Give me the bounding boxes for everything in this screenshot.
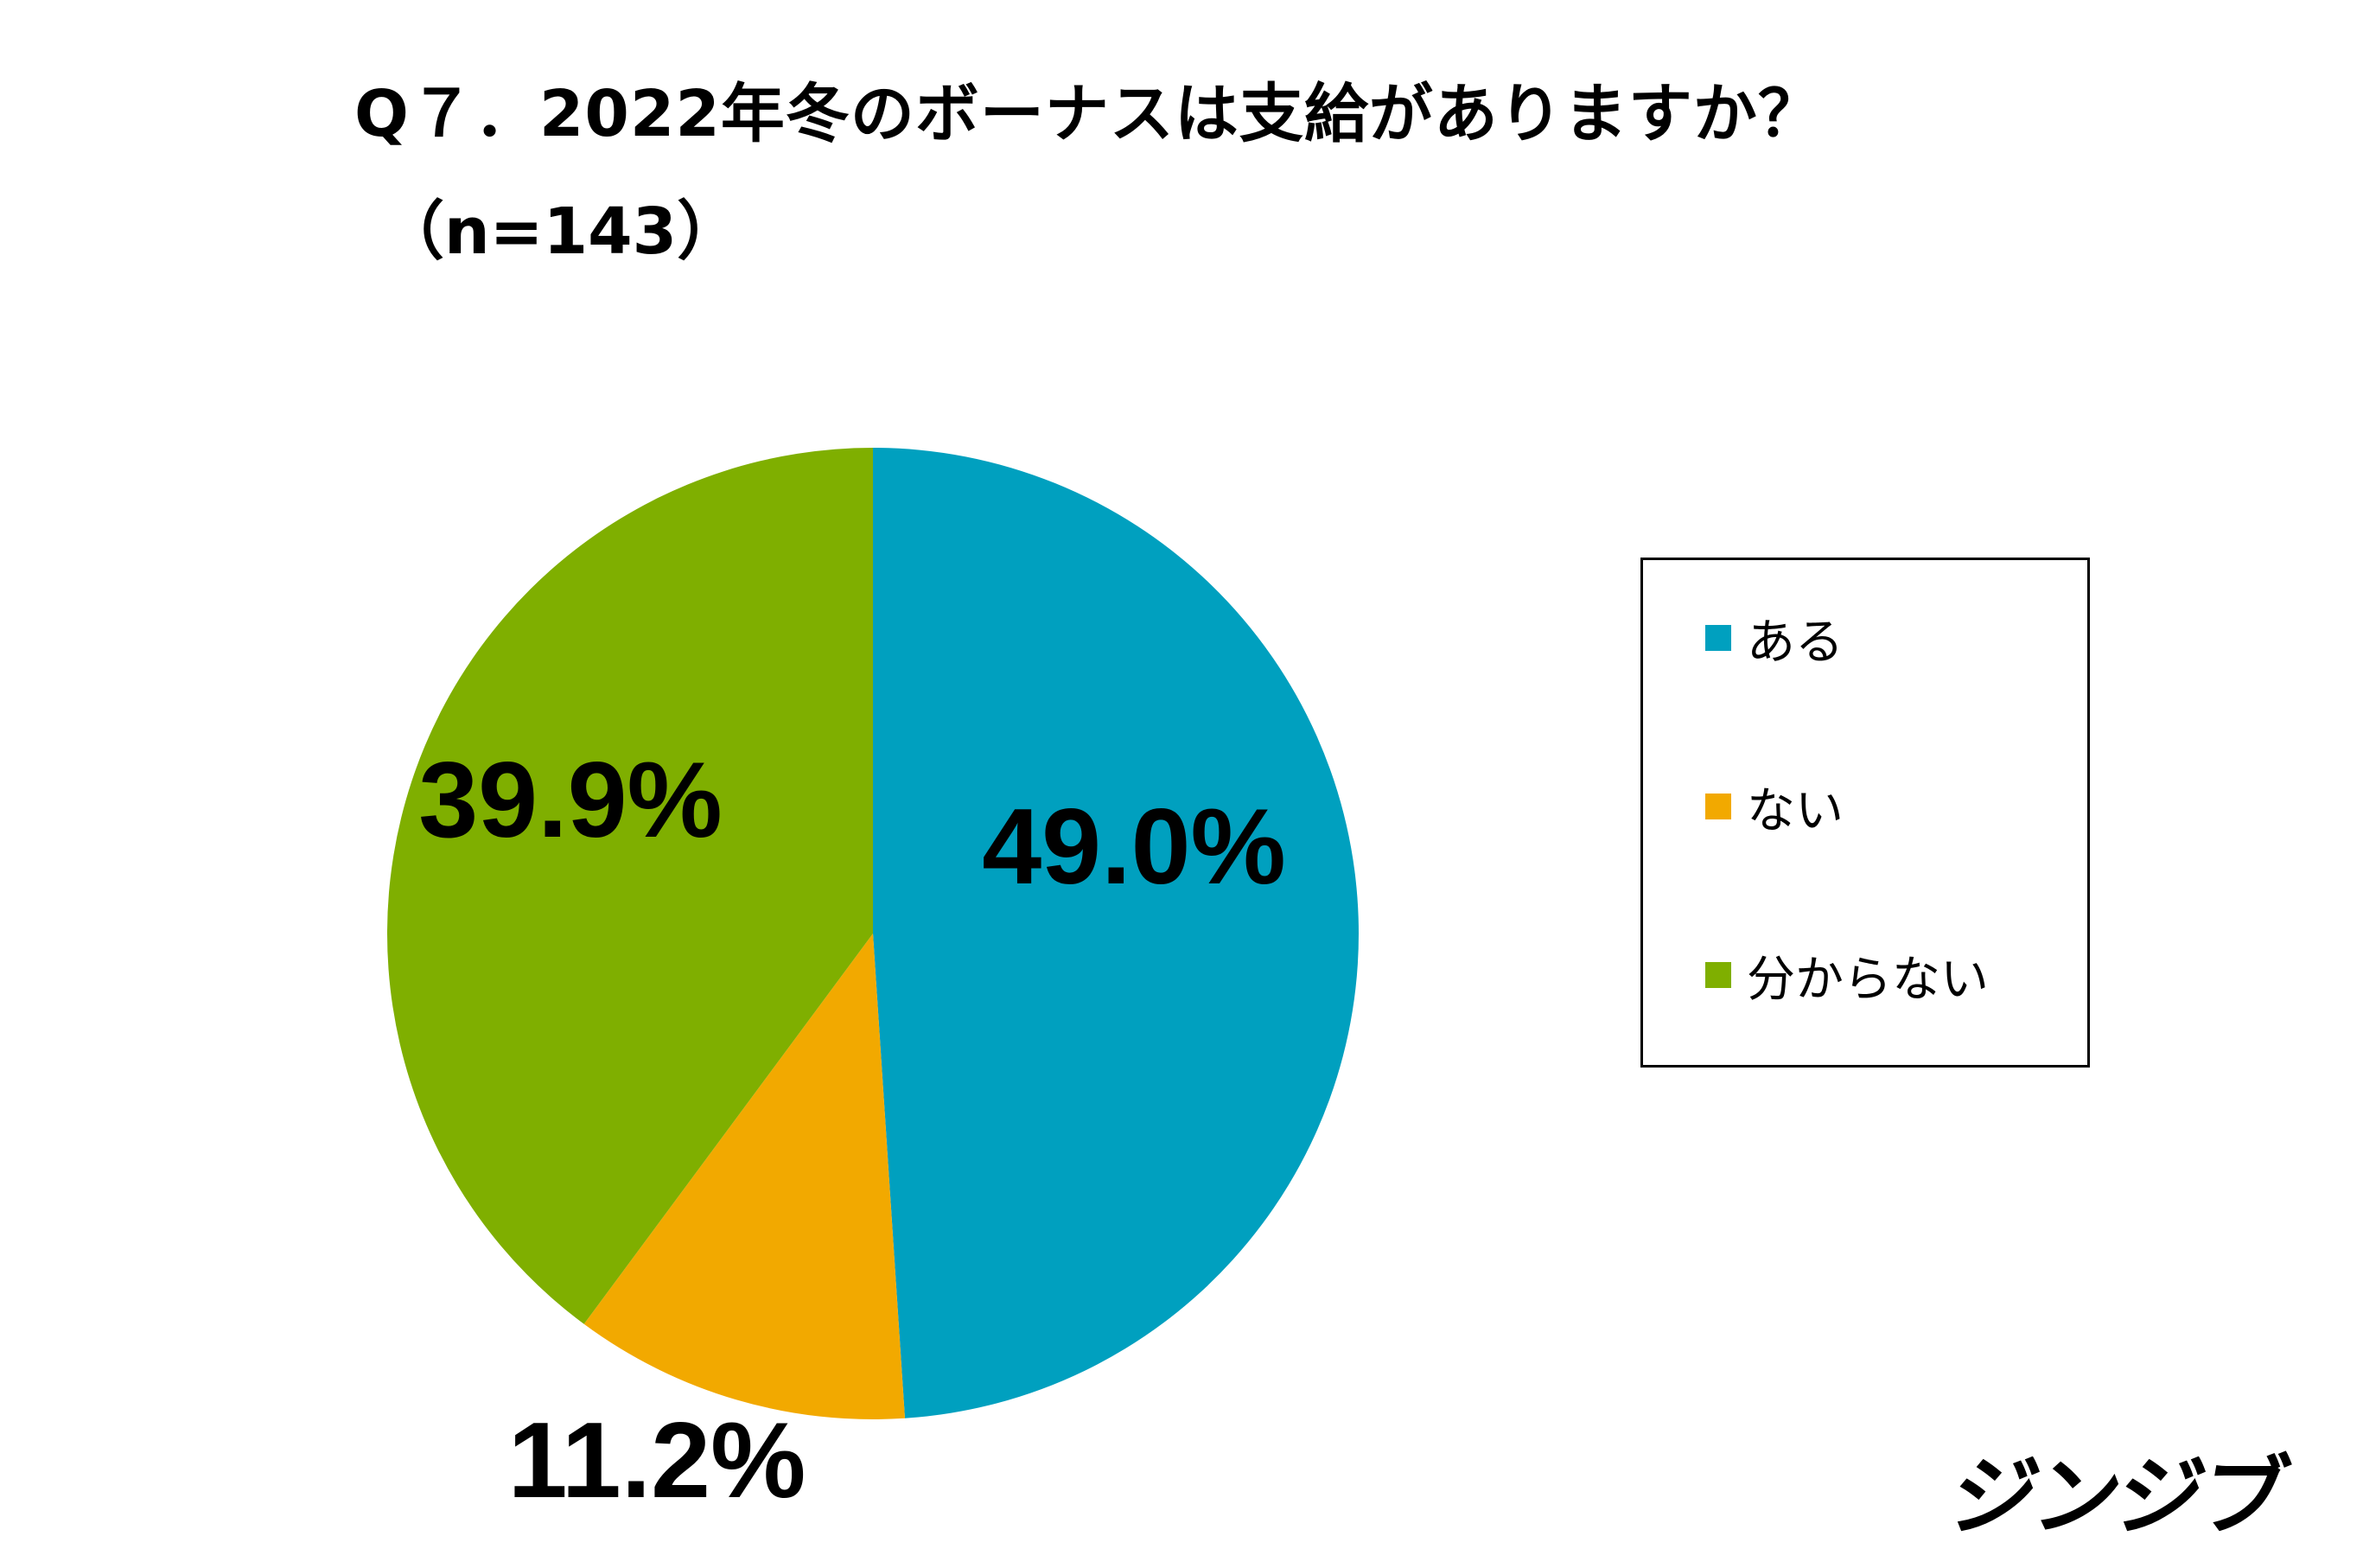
legend-swatch-aru xyxy=(1705,625,1731,651)
brand-logo: ジンジブ xyxy=(1943,1446,2293,1547)
legend-item-wakaranai: 分からない xyxy=(1705,945,1989,1008)
legend-swatch-nai xyxy=(1705,794,1731,819)
legend-label-nai: ない xyxy=(1747,782,1844,839)
legend: ある ない 分からない xyxy=(1640,558,2090,1068)
legend-label-wakaranai: 分からない xyxy=(1747,951,1989,1008)
pie-slice-2 xyxy=(583,934,906,1420)
pie-data-label-1: 49.0% xyxy=(982,787,1286,907)
pie-slice-1 xyxy=(873,448,1359,1418)
chart-title: Q７．2022年冬のボーナスは支給がありますか？ xyxy=(354,77,1823,151)
pie-data-label-3: 39.9% xyxy=(418,741,723,860)
pie-data-label-2: 11.2% xyxy=(508,1401,806,1520)
legend-label-aru: ある xyxy=(1747,614,1844,671)
pie-slice-3 xyxy=(386,448,874,1324)
chart-subtitle: （n=143） xyxy=(380,194,742,269)
legend-item-aru: ある xyxy=(1705,608,1844,671)
legend-item-nai: ない xyxy=(1705,776,1844,839)
legend-swatch-wakaranai xyxy=(1705,962,1731,988)
